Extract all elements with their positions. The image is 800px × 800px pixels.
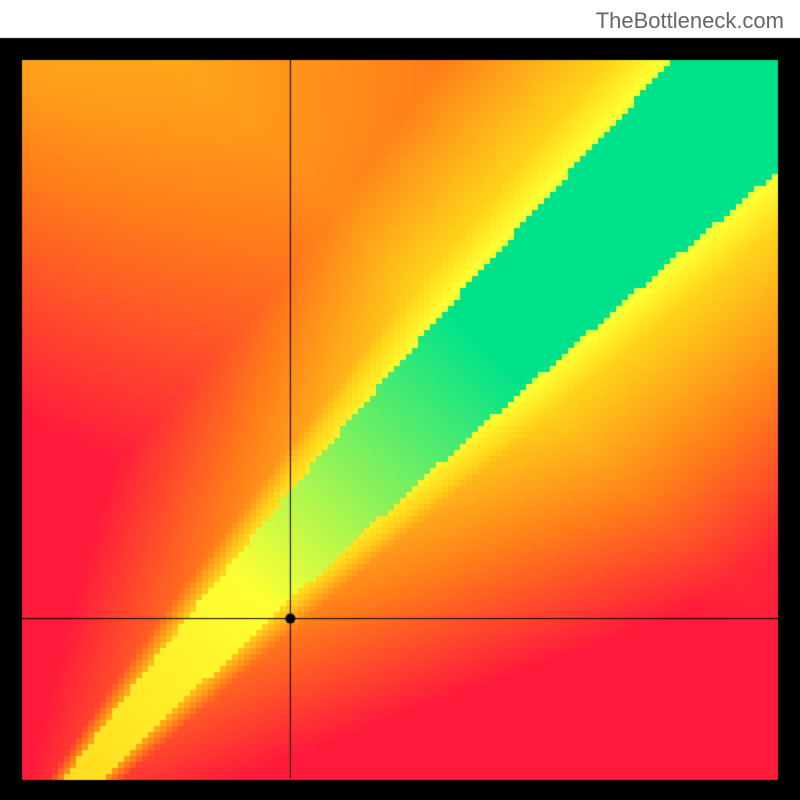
chart-container: TheBottleneck.com xyxy=(0,0,800,800)
watermark-text: TheBottleneck.com xyxy=(596,8,784,34)
heatmap-canvas xyxy=(0,0,800,800)
